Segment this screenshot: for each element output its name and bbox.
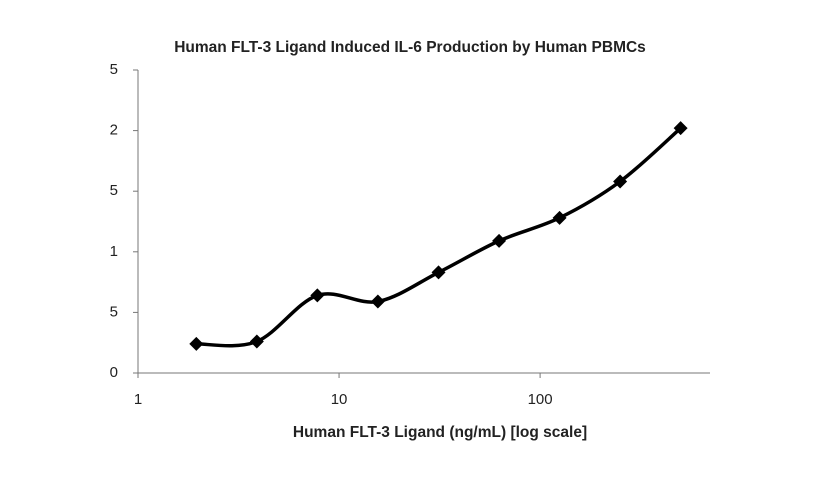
y-tick-label: 2 [110,122,118,139]
line [196,126,682,348]
marker [431,265,446,280]
y-tick-label: 5 [110,182,118,199]
x-tick-label: 10 [331,391,348,408]
y-tick-label: 5 [110,61,118,78]
marker [249,334,264,349]
marker [370,294,385,309]
marker [189,336,204,351]
marker [673,121,688,136]
marker [613,174,628,189]
marker [552,210,567,225]
x-axis-label: Human FLT-3 Ligand (ng/mL) [log scale] [293,424,587,441]
x-tick-label: 100 [528,391,553,408]
y-tick-label: 0 [110,364,118,381]
y-tick-label: 1 [110,243,118,260]
marker [492,233,507,248]
chart-title: Human FLT-3 Ligand Induced IL-6 Producti… [174,39,646,56]
x-tick-label: 1 [134,391,142,408]
marker [310,288,325,303]
y-tick-label: 5 [110,303,118,320]
